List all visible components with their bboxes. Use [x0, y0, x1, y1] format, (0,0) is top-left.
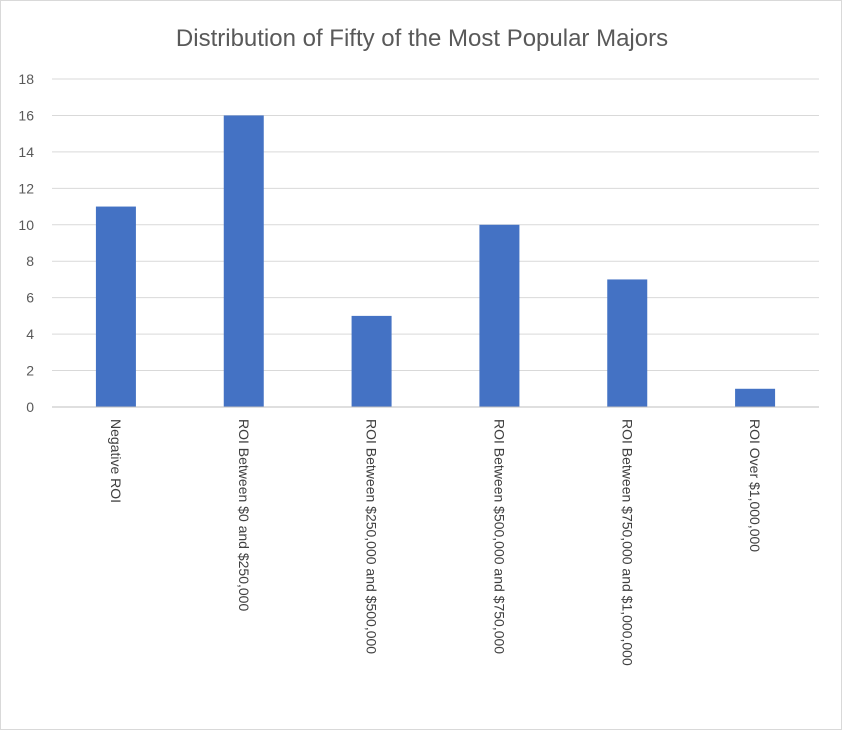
bar [607, 279, 648, 407]
bar [223, 115, 264, 407]
gridlines [52, 78, 819, 372]
x-category-label: ROI Between $0 and $250,000 [236, 419, 252, 611]
bar [735, 388, 776, 407]
y-tick-label: 18 [18, 71, 34, 87]
chart-title: Distribution of Fifty of the Most Popula… [176, 25, 668, 52]
x-category-label: ROI Over $1,000,000 [747, 419, 763, 552]
y-tick-label: 6 [26, 290, 34, 306]
x-category-label: ROI Between $750,000 and $1,000,000 [619, 419, 635, 666]
y-tick-label: 10 [18, 217, 34, 233]
x-category-label: ROI Between $250,000 and $500,000 [364, 419, 380, 654]
bar [351, 315, 392, 407]
y-tick-label: 8 [26, 253, 34, 269]
x-axis-categories: Negative ROI ROI Between $0 and $250,000 R… [108, 419, 763, 666]
y-tick-label: 2 [26, 363, 34, 379]
y-tick-label: 12 [18, 180, 34, 196]
y-tick-label: 0 [26, 399, 34, 415]
y-tick-label: 16 [18, 107, 34, 123]
bar [95, 206, 136, 407]
y-tick-label: 14 [18, 144, 34, 160]
x-category-label: ROI Between $500,000 and $750,000 [491, 419, 507, 654]
y-axis-ticks: 0 2 4 6 8 10 12 14 16 18 [18, 71, 34, 415]
y-tick-label: 4 [26, 326, 34, 342]
x-category-label: Negative ROI [108, 419, 124, 503]
bars [95, 115, 776, 407]
bar [479, 224, 520, 407]
